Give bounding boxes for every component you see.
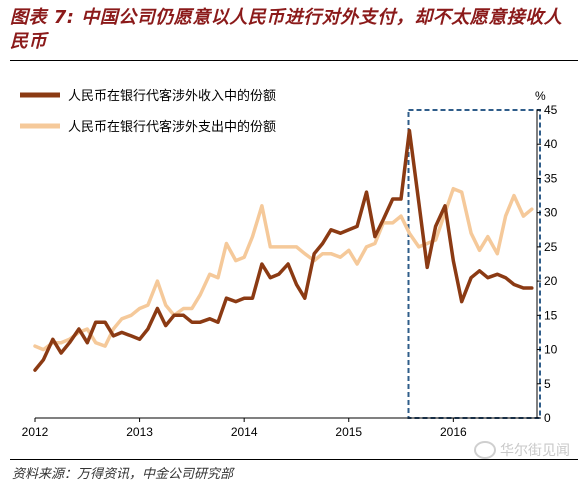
y-tick-label: 35 [544,171,558,185]
y-tick-label: 25 [544,240,558,254]
x-tick-label: 2015 [335,425,362,439]
y-axis-unit-label: % [535,89,546,103]
y-tick-label: 10 [544,343,558,357]
watermark-logo-icon [474,441,496,459]
source-note: 资料来源：万得资讯，中金公司研究部 [12,467,234,482]
series-layer [33,128,534,372]
series-line-payments [33,186,534,352]
series-line-receipts [33,128,534,372]
x-tick-label: 2013 [126,425,153,439]
y-tick-label: 0 [544,411,551,425]
y-tick-label: 45 [544,103,558,117]
x-tick-label: 2014 [231,425,258,439]
title-underline [10,60,578,61]
watermark: 华尔街见闻 [474,440,570,460]
y-tick-label: 30 [544,206,558,220]
source-rule [10,459,578,460]
watermark-text: 华尔街见闻 [500,443,570,459]
y-tick-label: 20 [544,274,558,288]
axis-layer: 0 5 10 15 20 25 30 35 40 45 2012 2013 2014 2015 2016 [22,103,558,439]
legend: 人民币在银行代客涉外收入中的份额 人民币在银行代客涉外支出中的份额 [20,88,276,135]
y-tick-label: 15 [544,308,558,322]
x-tick-label: 2016 [440,425,467,439]
y-tick-label: 40 [544,137,558,151]
x-tick-label: 2012 [22,425,49,439]
figure-title: 图表 7: 中国公司仍愿意以人民币进行对外支付，却不太愿意接收人民币 [10,7,563,52]
legend-label-payments: 人民币在银行代客涉外支出中的份额 [68,119,276,135]
legend-label-receipts: 人民币在银行代客涉外收入中的份额 [68,88,276,104]
y-tick-label: 5 [544,377,551,391]
